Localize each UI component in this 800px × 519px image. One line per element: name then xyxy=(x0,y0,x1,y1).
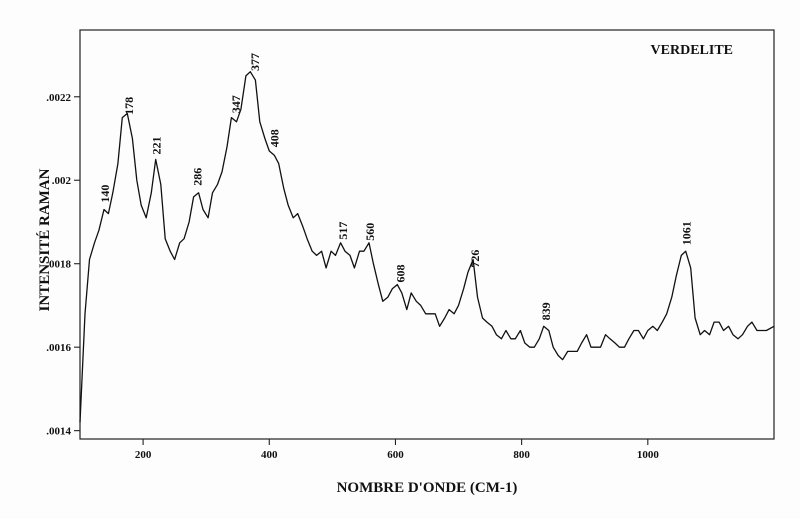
peak-label: 286 xyxy=(190,168,204,186)
peak-label: 140 xyxy=(98,185,112,203)
y-tick-label: .0022 xyxy=(46,92,71,104)
y-tick-label: .002 xyxy=(52,175,72,187)
y-tick-label: .0018 xyxy=(46,259,71,271)
peak-label: 408 xyxy=(267,129,281,147)
peak-label: 347 xyxy=(229,95,243,113)
peak-label: 221 xyxy=(149,136,163,154)
peak-label: 377 xyxy=(248,53,262,71)
x-axis-ticks: 200 400 600 800 1000 xyxy=(135,439,659,461)
peak-label: 517 xyxy=(336,222,350,240)
peak-labels: 140 178 221 286 347 377 408 517 560 608 726 839 1061 xyxy=(98,53,693,320)
x-axis-label: NOMBRE D'ONDE (CM-1) xyxy=(337,480,518,496)
peak-label: 839 xyxy=(539,302,553,320)
y-axis-ticks: .0014 .0016 .0018 .002 .0022 xyxy=(46,92,80,438)
y-axis-label: INTENSITÉ RAMAN xyxy=(36,168,53,311)
peak-label: 608 xyxy=(394,264,408,282)
y-tick-label: .0014 xyxy=(46,426,71,438)
peak-label: 560 xyxy=(363,223,377,241)
y-tick-label: .0016 xyxy=(46,342,71,354)
x-tick-label: 400 xyxy=(261,449,278,461)
peak-label: 726 xyxy=(468,250,482,268)
x-tick-label: 200 xyxy=(135,449,152,461)
plot-frame xyxy=(79,29,775,440)
spectrum-line xyxy=(79,71,775,423)
x-tick-label: 1000 xyxy=(637,449,660,461)
x-tick-label: 600 xyxy=(387,449,404,461)
peak-label: 1061 xyxy=(679,221,693,245)
x-tick-label: 800 xyxy=(513,449,530,461)
chart-title: VERDELITE xyxy=(651,43,733,58)
peak-label: 178 xyxy=(122,97,136,115)
